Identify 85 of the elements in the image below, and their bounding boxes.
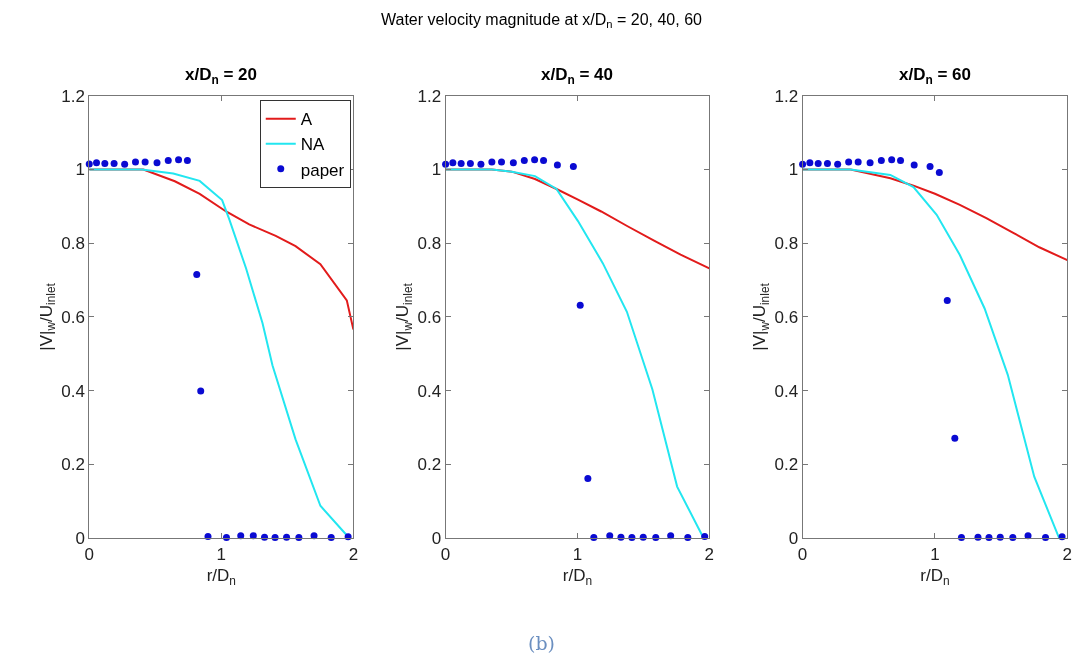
y-tick-label: 1 xyxy=(75,160,85,180)
y-tick-label: 0.6 xyxy=(61,307,85,327)
point xyxy=(477,160,485,168)
y-tick-label: 0.8 xyxy=(417,234,442,254)
point xyxy=(93,159,101,167)
point xyxy=(888,156,896,164)
point xyxy=(951,434,959,442)
point xyxy=(531,156,539,164)
point xyxy=(943,296,951,304)
point xyxy=(553,161,561,169)
point xyxy=(498,158,505,166)
x-axis-title: r/D$_{n}$ xyxy=(562,566,593,588)
y-tick-label: 0.8 xyxy=(61,234,85,254)
chart-title: x/D$_{n}$ = 60 xyxy=(899,65,972,87)
x-tick-label: 2 xyxy=(704,544,715,564)
y-tick-label: 0.4 xyxy=(774,381,799,401)
x-axis-title: r/D$_{n}$ xyxy=(206,566,236,588)
point xyxy=(237,532,245,540)
point xyxy=(509,159,517,167)
x-tick-label: 1 xyxy=(216,544,227,564)
y-tick-label: 0.4 xyxy=(417,381,442,401)
point xyxy=(823,160,831,168)
legend-label: NA xyxy=(300,135,326,155)
point xyxy=(183,157,191,165)
point xyxy=(576,301,584,309)
point xyxy=(606,532,614,540)
x-tick-label: 2 xyxy=(348,544,359,564)
x-tick-label: 2 xyxy=(1062,544,1073,564)
point xyxy=(131,158,139,166)
x-tick-label: 1 xyxy=(572,544,583,564)
point xyxy=(814,160,822,168)
point xyxy=(667,532,675,540)
point xyxy=(845,158,853,166)
text: Water velocity magnitude at x/D$_{n}$ = 20, 40, 60 xyxy=(381,11,703,31)
point xyxy=(110,160,118,168)
legend-label: paper xyxy=(300,160,345,180)
point xyxy=(193,271,201,279)
y-tick-label: 1 xyxy=(431,160,442,180)
point xyxy=(249,532,257,540)
point xyxy=(466,160,474,168)
point xyxy=(569,163,577,170)
point xyxy=(910,161,918,169)
point xyxy=(701,532,709,540)
y-tick-label: 0 xyxy=(788,529,799,549)
point xyxy=(520,157,528,165)
chart-title: x/D$_{n}$ = 20 xyxy=(185,65,258,87)
point xyxy=(866,159,874,167)
y-tick-label: 1.2 xyxy=(61,86,85,106)
point xyxy=(540,157,548,165)
point xyxy=(488,158,496,166)
y-tick-label: 0.2 xyxy=(417,455,442,475)
point xyxy=(449,159,457,167)
y-tick-label: 0.6 xyxy=(417,307,442,327)
point xyxy=(153,159,161,167)
point xyxy=(141,158,149,166)
point xyxy=(935,168,943,176)
point xyxy=(926,163,934,170)
point xyxy=(854,158,862,166)
point xyxy=(101,160,109,168)
text: (b) xyxy=(528,632,555,654)
point xyxy=(197,387,205,395)
legend-label: A xyxy=(300,110,313,130)
y-tick-label: 1.2 xyxy=(417,86,442,106)
y-tick-label: 1 xyxy=(788,160,799,180)
x-axis-title: r/D$_{n}$ xyxy=(920,566,950,588)
point xyxy=(310,532,318,540)
y-tick-label: 0.2 xyxy=(774,455,799,475)
point xyxy=(457,160,465,168)
point xyxy=(806,159,814,167)
point xyxy=(897,157,905,165)
y-tick-label: 0.8 xyxy=(774,234,799,254)
y-tick-label: 0 xyxy=(431,529,442,549)
point xyxy=(834,160,842,168)
point xyxy=(164,157,172,165)
y-tick-label: 0.6 xyxy=(774,307,799,327)
point xyxy=(584,475,592,482)
y-tick-label: 0 xyxy=(75,529,85,549)
point xyxy=(175,156,183,164)
point xyxy=(121,160,129,168)
y-tick-label: 1.2 xyxy=(774,86,799,106)
y-tick-label: 0.2 xyxy=(61,455,85,475)
x-tick-label: 1 xyxy=(930,544,940,564)
chart-title: x/D$_{n}$ = 40 xyxy=(541,65,614,87)
y-tick-label: 0.4 xyxy=(61,381,85,401)
point xyxy=(877,157,885,165)
